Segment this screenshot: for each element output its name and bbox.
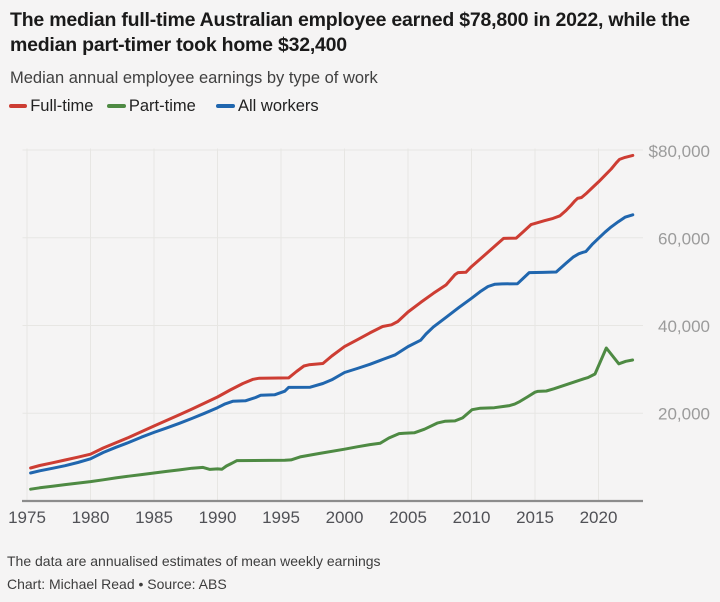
svg-text:1975: 1975 <box>8 508 46 527</box>
svg-text:2010: 2010 <box>453 508 491 527</box>
svg-text:2000: 2000 <box>326 508 364 527</box>
svg-text:1990: 1990 <box>199 508 237 527</box>
svg-text:40,000: 40,000 <box>658 317 710 336</box>
svg-text:60,000: 60,000 <box>658 230 710 249</box>
svg-text:2015: 2015 <box>516 508 554 527</box>
svg-text:2020: 2020 <box>580 508 618 527</box>
svg-text:1995: 1995 <box>262 508 300 527</box>
svg-text:$80,000: $80,000 <box>649 142 710 161</box>
svg-text:20,000: 20,000 <box>658 405 710 424</box>
svg-text:2005: 2005 <box>389 508 427 527</box>
svg-text:1980: 1980 <box>72 508 110 527</box>
svg-text:1985: 1985 <box>135 508 173 527</box>
